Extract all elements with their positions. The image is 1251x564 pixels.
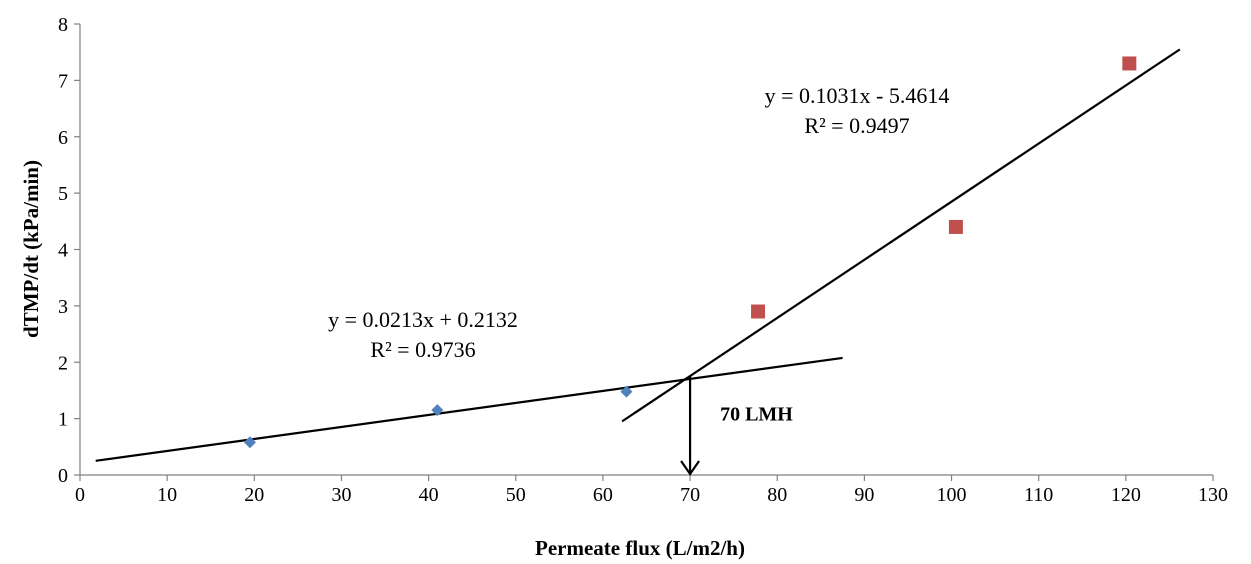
y-tick-label: 0 <box>58 465 68 487</box>
data-point-diamond <box>243 436 256 449</box>
y-axis-title: dTMP/dt (kPa/min) <box>19 160 43 338</box>
eq-left: y = 0.0213x + 0.2132 <box>328 307 518 332</box>
data-point-diamond <box>620 385 633 398</box>
data-point-square <box>948 219 963 234</box>
r2-left: R² = 0.9736 <box>370 337 475 362</box>
x-tick-label: 130 <box>1198 484 1228 506</box>
trendline-1 <box>95 356 843 462</box>
x-tick-label: 50 <box>506 484 526 506</box>
x-tick-label: 70 <box>680 484 700 506</box>
y-tick-label: 8 <box>58 14 68 36</box>
eq-right: y = 0.1031x - 5.4614 <box>765 83 950 108</box>
axes: 0 10 20 30 40 50 60 70 80 90 100 110 120 130 0 1 2 3 4 5 6 7 8 <box>58 14 1228 506</box>
x-axis-title: Permeate flux (L/m2/h) <box>535 536 745 560</box>
x-tick-label: 40 <box>419 484 439 506</box>
data-point-diamond <box>431 404 444 417</box>
trendlines <box>95 48 1181 462</box>
data-point-square <box>751 304 766 319</box>
x-tick-label: 90 <box>854 484 874 506</box>
y-tick-label: 4 <box>58 240 68 262</box>
x-tick-label: 0 <box>75 484 85 506</box>
y-tick-label: 5 <box>58 183 68 205</box>
arrow-head <box>680 460 700 476</box>
data-point-square <box>1122 56 1137 71</box>
x-tick-label: 30 <box>331 484 351 506</box>
y-tick-label: 2 <box>58 352 68 374</box>
data-points <box>243 56 1137 449</box>
trendline-2 <box>621 48 1181 423</box>
x-tick-label: 80 <box>767 484 787 506</box>
x-tick-label: 20 <box>244 484 264 506</box>
annotations: 70 LMH <box>680 376 793 476</box>
x-tick-label: 100 <box>937 484 967 506</box>
x-tick-label: 110 <box>1024 484 1053 506</box>
x-tick-label: 10 <box>157 484 177 506</box>
r2-right: R² = 0.9497 <box>804 113 909 138</box>
y-tick-label: 6 <box>58 127 68 149</box>
y-tick-label: 7 <box>58 70 68 92</box>
y-tick-label: 1 <box>58 409 68 431</box>
x-tick-label: 120 <box>1111 484 1141 506</box>
x-tick-label: 60 <box>593 484 613 506</box>
annotation-label: 70 LMH <box>720 403 793 425</box>
y-tick-label: 3 <box>58 296 68 318</box>
